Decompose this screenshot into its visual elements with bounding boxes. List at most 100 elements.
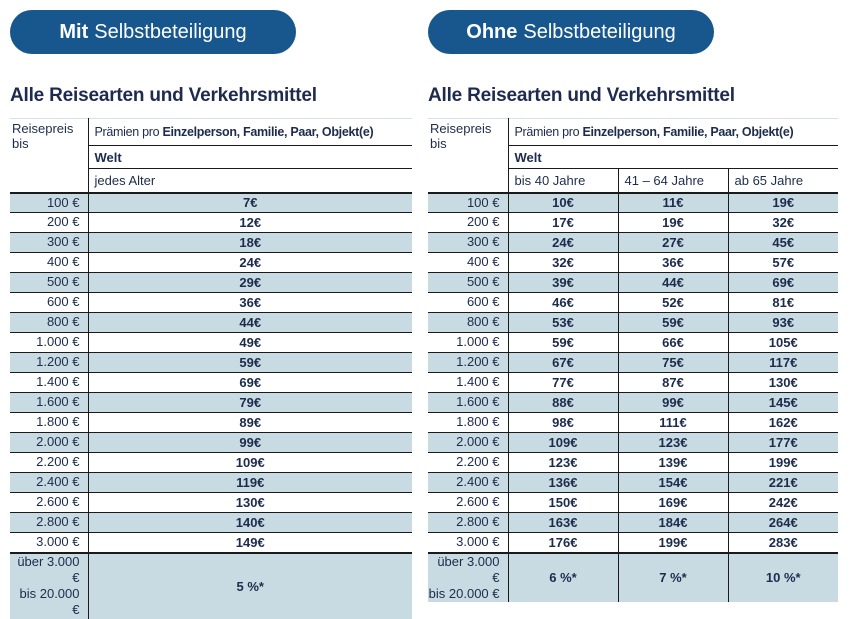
premium-value: 123€ [508, 452, 618, 473]
premium-value: 69€ [88, 372, 412, 393]
premium-value: 105€ [727, 332, 838, 353]
price-tier-label: 300 € [10, 232, 89, 253]
table-row: 2.400 €136€ 154€ 221€ [428, 472, 838, 493]
premium-value: 111€ [617, 412, 728, 433]
premium-value: 99€ [88, 432, 412, 453]
table-row: 800 €53€ 59€ 93€ [428, 312, 838, 333]
premium-groups: Einzelperson, Familie, Paar, Objekt(e) [582, 125, 794, 139]
price-tier-label: 100 € [10, 192, 89, 213]
premium-groups: Einzelperson, Familie, Paar, Objekt(e) [162, 125, 374, 139]
premium-value: 53€ [508, 312, 618, 333]
table-row: 1.600 €79€ [10, 392, 412, 413]
premium-value: 39€ [508, 272, 618, 293]
age-column-header: jedes Alter [88, 168, 412, 194]
table-row: 100 €10€ 11€ 19€ [428, 192, 838, 213]
premium-value: 59€ [617, 312, 728, 333]
age-header-row: jedes Alter [10, 168, 412, 194]
table-row: 1.400 €77€ 87€ 130€ [428, 372, 838, 393]
price-tier-label: 1.800 € [10, 412, 89, 433]
price-tier-label: 200 € [428, 212, 509, 233]
premium-value: 19€ [727, 192, 838, 213]
table-row: 2.600 €130€ [10, 492, 412, 513]
premium-value: 140€ [88, 512, 412, 533]
table-header-row: Reisepreis bis Prämien pro Einzelperson,… [10, 118, 412, 194]
price-tier-label: 1.800 € [428, 412, 509, 433]
premium-value: 154€ [617, 472, 728, 493]
price-tier-label: 3.000 € [10, 532, 89, 553]
price-tier-label: 400 € [428, 252, 509, 273]
table-row: 200 €17€ 19€ 32€ [428, 212, 838, 233]
table-row: 500 €39€ 44€ 69€ [428, 272, 838, 293]
premium-value: 184€ [617, 512, 728, 533]
premium-value: 99€ [617, 392, 728, 413]
premium-value: 36€ [88, 292, 412, 313]
premium-value: 59€ [508, 332, 618, 353]
table-row: 1.600 €88€ 99€ 145€ [428, 392, 838, 413]
premium-value: 77€ [508, 372, 618, 393]
age-column-header: ab 65 Jahre [727, 168, 838, 194]
badge-bold-text: Mit [59, 20, 89, 43]
price-tier-label: 2.200 € [10, 452, 89, 473]
premium-value: 17€ [508, 212, 618, 233]
premium-value: 81€ [727, 292, 838, 313]
badge-bold-text: Ohne [466, 20, 518, 43]
table-row: 2.200 €109€ [10, 452, 412, 473]
premium-value: 44€ [617, 272, 728, 293]
premium-value: 67€ [508, 352, 618, 373]
table-row: 1.800 €89€ [10, 412, 412, 433]
price-tier-label: 800 € [10, 312, 89, 333]
premium-value: 7 %* [617, 551, 728, 603]
premium-value: 69€ [727, 272, 838, 293]
premium-value: 11€ [617, 192, 728, 213]
premium-value: 49€ [88, 332, 412, 353]
price-tier-label: 1.600 € [10, 392, 89, 413]
price-tier-label: 2.200 € [428, 452, 509, 473]
premium-value: 98€ [508, 412, 618, 433]
region-header-row: Welt [10, 145, 412, 169]
price-tier-label: 500 € [428, 272, 509, 293]
price-tier-label: 1.000 € [428, 332, 509, 353]
price-tier-label: über 3.000 € bis 20.000 € [10, 551, 89, 619]
premium-value: 199€ [617, 532, 728, 553]
table-row: 1.000 €59€ 66€ 105€ [428, 332, 838, 353]
table-row: 2.800 €163€ 184€ 264€ [428, 512, 838, 533]
table-row: 2.000 €109€ 123€ 177€ [428, 432, 838, 453]
premium-value: 145€ [727, 392, 838, 413]
age-column-header: 41 – 64 Jahre [617, 168, 728, 194]
premium-value: 29€ [88, 272, 412, 293]
table-row: 2.600 €150€ 169€ 242€ [428, 492, 838, 513]
badge-rest-text: Selbstbeteiligung [94, 20, 247, 43]
table-row: 100 €7€ [10, 192, 412, 213]
premium-value: 93€ [727, 312, 838, 333]
table-row: über 3.000 € bis 20.000 €5 %* [10, 551, 412, 619]
premium-value: 176€ [508, 532, 618, 553]
premium-prefix: Prämien pro [94, 125, 163, 139]
premium-value: 7€ [88, 192, 412, 213]
table-row: 600 €46€ 52€ 81€ [428, 292, 838, 313]
premium-value: 79€ [88, 392, 412, 413]
table-row: 1.800 €98€ 111€ 162€ [428, 412, 838, 433]
price-tier-label: 200 € [10, 212, 89, 233]
premium-value: 199€ [727, 452, 838, 473]
premium-value: 24€ [508, 232, 618, 253]
table-row: 2.400 €119€ [10, 472, 412, 493]
table-row: 2.000 €99€ [10, 432, 412, 453]
price-tier-label: 300 € [428, 232, 509, 253]
premium-value: 162€ [727, 412, 838, 433]
mit-selbstbeteiligung-badge[interactable]: Mit Selbstbeteiligung [10, 10, 296, 54]
premium-value: 27€ [617, 232, 728, 253]
premium-value: 36€ [617, 252, 728, 273]
premium-value: 12€ [88, 212, 412, 233]
section-title: Alle Reisearten und Verkehrsmittel [428, 85, 735, 106]
table-row: 600 €36€ [10, 292, 412, 313]
premium-value: 24€ [88, 252, 412, 273]
section-title: Alle Reisearten und Verkehrsmittel [10, 85, 317, 106]
table-row: 1.000 €49€ [10, 332, 412, 353]
premium-value: 10 %* [727, 551, 838, 603]
ohne-selbstbeteiligung-badge[interactable]: Ohne Selbstbeteiligung [428, 10, 714, 54]
premium-value: 52€ [617, 292, 728, 313]
price-tier-label: 600 € [10, 292, 89, 313]
premium-value: 46€ [508, 292, 618, 313]
table-row: 2.800 €140€ [10, 512, 412, 533]
premium-value: 150€ [508, 492, 618, 513]
